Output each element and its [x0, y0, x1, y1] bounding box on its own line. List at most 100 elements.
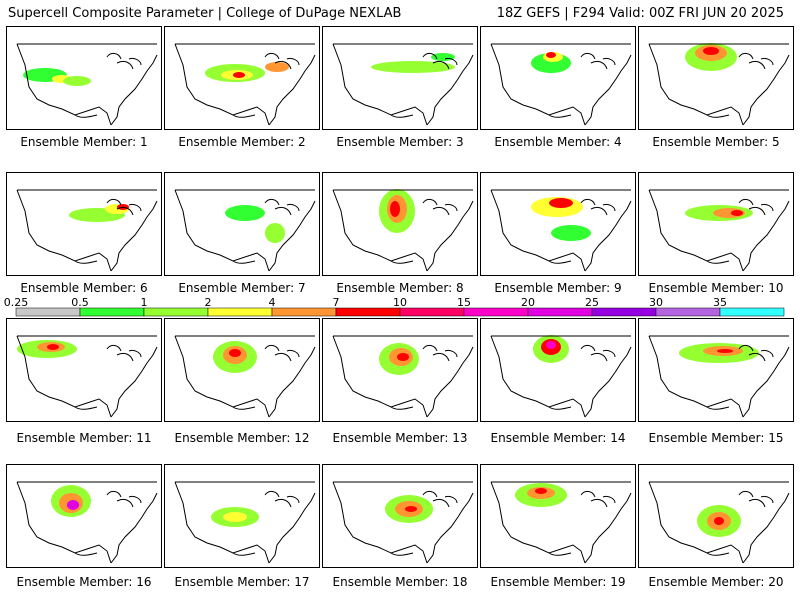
color-scale-label: 4: [268, 296, 276, 309]
us-map: [648, 43, 790, 126]
scp-contour-area: [717, 349, 733, 353]
us-map: [648, 335, 790, 418]
ensemble-member-caption: Ensemble Member: 20: [648, 575, 784, 589]
us-map: [490, 481, 632, 564]
us-map: [648, 189, 790, 272]
color-scale-label: 7: [332, 296, 340, 309]
ensemble-member-caption: Ensemble Member: 4: [494, 135, 622, 149]
ensemble-map-panel: [480, 172, 636, 276]
ensemble-map-panel: [6, 26, 162, 130]
scp-contour-area: [551, 225, 591, 241]
ensemble-map-panel: [6, 464, 162, 568]
us-map: [490, 335, 632, 418]
map-boundary: [232, 406, 256, 410]
map-boundary: [580, 52, 616, 70]
map-boundary: [490, 335, 632, 418]
scp-contour-area: [397, 353, 409, 361]
ensemble-member-caption: Ensemble Member: 13: [332, 431, 468, 445]
map-boundary: [106, 52, 142, 70]
map-title: Supercell Composite Parameter | College …: [8, 6, 402, 21]
map-boundary: [548, 260, 572, 264]
scp-contour-area: [549, 198, 573, 208]
color-scale-label: 2: [204, 296, 212, 309]
us-map: [16, 189, 158, 272]
color-scale-label: 25: [585, 296, 599, 309]
map-boundary: [648, 189, 790, 272]
us-map: [174, 43, 316, 126]
us-map: [490, 43, 632, 126]
ensemble-member-caption: Ensemble Member: 15: [648, 431, 784, 445]
scp-contour-area: [63, 76, 91, 86]
map-boundary: [74, 406, 98, 410]
ensemble-map-panel: [322, 318, 478, 422]
scp-contour-area: [731, 210, 743, 216]
map-boundary: [490, 43, 632, 126]
color-scale-swatch: [15, 307, 81, 317]
map-boundary: [390, 114, 414, 118]
scp-contour-area: [265, 223, 285, 243]
color-scale-swatch: [591, 307, 657, 317]
us-map: [16, 481, 158, 564]
color-scale-swatch: [527, 307, 593, 317]
map-boundary: [422, 344, 458, 362]
model-run-info: 18Z GEFS | F294 Valid: 00Z FRI JUN 20 20…: [496, 6, 784, 21]
map-boundary: [74, 552, 98, 556]
ensemble-member-caption: Ensemble Member: 12: [174, 431, 310, 445]
color-scale-label: 15: [457, 296, 471, 309]
scp-contour-area: [546, 52, 556, 58]
map-boundary: [264, 52, 300, 70]
ensemble-map-panel: [164, 464, 320, 568]
ensemble-map-panel: [480, 318, 636, 422]
map-boundary: [390, 552, 414, 556]
ensemble-map-panel: [322, 172, 478, 276]
map-boundary: [706, 552, 730, 556]
scp-contour-area: [233, 72, 245, 78]
map-boundary: [16, 43, 158, 126]
map-boundary: [390, 260, 414, 264]
map-boundary: [706, 114, 730, 118]
map-boundary: [174, 189, 316, 272]
ensemble-member-caption: Ensemble Member: 10: [648, 281, 784, 295]
color-scale-swatch: [399, 307, 465, 317]
map-boundary: [232, 552, 256, 556]
map-boundary: [422, 490, 458, 508]
us-map: [16, 43, 158, 126]
color-scale-label: 0.5: [71, 296, 89, 309]
scp-contour-area: [47, 344, 59, 350]
ensemble-member-caption: Ensemble Member: 6: [20, 281, 148, 295]
ensemble-map-panel: [638, 318, 794, 422]
ensemble-map-panel: [322, 26, 478, 130]
ensemble-map-panel: [638, 464, 794, 568]
map-boundary: [580, 490, 616, 508]
ensemble-map-panel: [6, 172, 162, 276]
map-boundary: [390, 406, 414, 410]
map-boundary: [106, 490, 142, 508]
map-boundary: [580, 198, 616, 216]
scp-contour-area: [229, 349, 241, 357]
us-map: [174, 481, 316, 564]
ensemble-member-caption: Ensemble Member: 8: [336, 281, 464, 295]
scp-contour-area: [223, 512, 247, 522]
ensemble-member-caption: Ensemble Member: 16: [16, 575, 152, 589]
ensemble-member-caption: Ensemble Member: 9: [494, 281, 622, 295]
ensemble-map-panel: [480, 26, 636, 130]
ensemble-map-panel: [638, 172, 794, 276]
scp-contour-area: [703, 47, 719, 55]
map-boundary: [174, 481, 316, 564]
ensemble-member-caption: Ensemble Member: 18: [332, 575, 468, 589]
map-boundary: [16, 335, 158, 418]
map-boundary: [548, 114, 572, 118]
scp-contour-area: [265, 62, 289, 72]
map-boundary: [332, 189, 474, 272]
map-boundary: [648, 43, 790, 126]
us-map: [332, 43, 474, 126]
color-scale-label: 35: [713, 296, 727, 309]
us-map: [174, 335, 316, 418]
map-boundary: [422, 198, 458, 216]
color-scale-swatch: [655, 307, 721, 317]
map-boundary: [490, 481, 632, 564]
map-boundary: [174, 335, 316, 418]
us-map: [332, 189, 474, 272]
map-boundary: [332, 43, 474, 126]
color-scale-label: 0.25: [3, 296, 29, 309]
